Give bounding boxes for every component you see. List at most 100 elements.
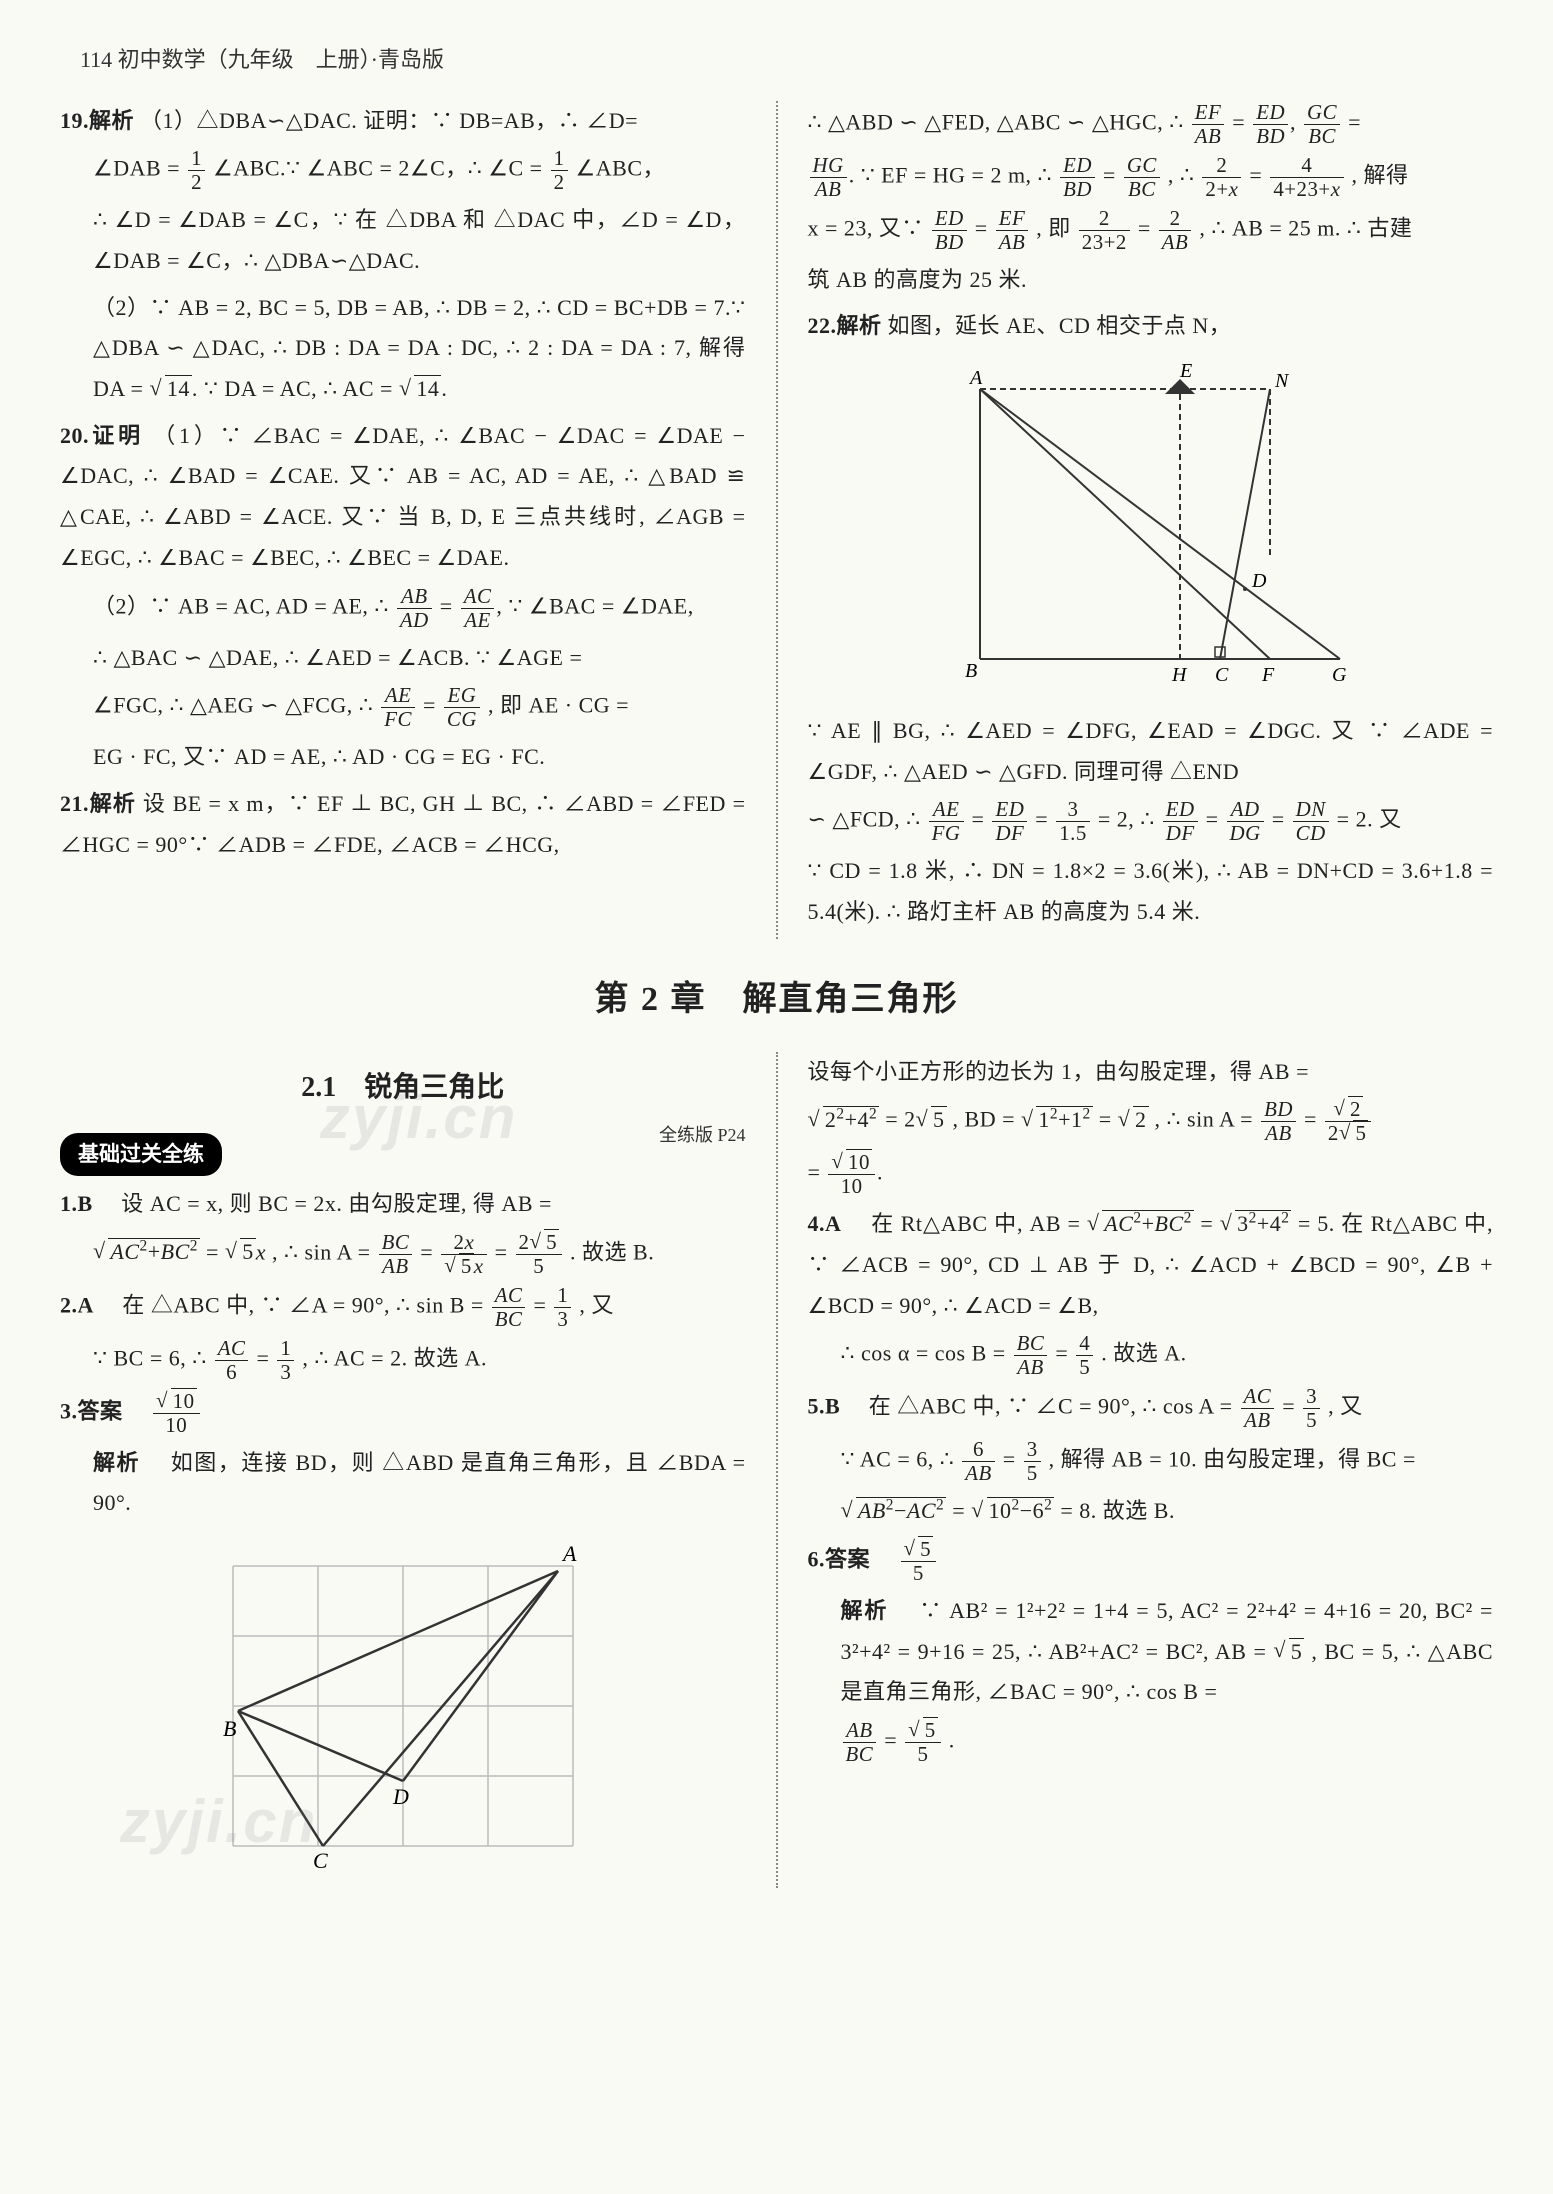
q19: 19.解析 （1）△DBA∽△DAC. 证明：∵ DB=AB，∴ ∠D= [60, 101, 746, 142]
q1a: 设 AC = x, 则 BC = 2x. 由勾股定理, 得 AB = [121, 1191, 552, 1216]
t: , ∴ AB = 25 m. ∴ 古建 [1199, 215, 1412, 240]
f-v2-2v5: 225 [1325, 1098, 1372, 1145]
f-ac-ab3: ACAB [1241, 1385, 1275, 1432]
q6: 6.答案 55 [808, 1538, 1494, 1585]
t: , 又 [1328, 1394, 1363, 1419]
t: 如图，连接 BD，则 △ABD 是直角三角形，且 ∠BDA = 90°. [93, 1450, 745, 1516]
vertical-divider-top [776, 101, 778, 939]
t: ∠ABC， [576, 156, 665, 181]
t: ∠FGC, ∴ △AEG ∽ △FCG, ∴ [93, 693, 373, 718]
frac-half2: 12 [551, 147, 568, 194]
f-ac-bc: ACBC [492, 1284, 526, 1331]
q22-1: 如图，延长 AE、CD 相交于点 N， [888, 313, 1232, 338]
q4c: ∴ cos α = cos B = BCAB = 45 . 故选 A. [808, 1332, 1494, 1379]
f6: GCBC [1124, 154, 1160, 201]
r-p3: 筑 AB 的高度为 25 米. [808, 260, 1494, 301]
t: （2）∵ AB = AC, AD = AE, ∴ [93, 593, 389, 618]
q22-4: ∵ CD = 1.8 米, ∴ DN = 1.8×2 = 3.6(米), ∴ A… [808, 851, 1494, 932]
frac-ac-ae: ACAE [461, 585, 495, 632]
q22-2: ∵ AE ∥ BG, ∴ ∠AED = ∠DFG, ∠EAD = ∠DGC. 又… [808, 711, 1494, 792]
t: , ∴ sin A = [272, 1239, 371, 1264]
top-columns: 19.解析 （1）△DBA∽△DAC. 证明：∵ DB=AB，∴ ∠D= ∠DA… [60, 101, 1493, 939]
f-6-ab: 6AB [962, 1438, 995, 1485]
q3-expl: 解析 如图，连接 BD，则 △ABD 是直角三角形，且 ∠BDA = 90°. [60, 1443, 746, 1524]
q6-expl-label: 解析 [841, 1598, 889, 1623]
frac-ae-fc: AEFC [381, 684, 415, 731]
br-p1: 设每个小正方形的边长为 1，由勾股定理，得 AB = [808, 1052, 1494, 1093]
q20-2a: （2）∵ AB = AC, AD = AE, ∴ ABAD = ACAE, ∵ … [60, 585, 746, 632]
q4-label: 4.A [808, 1211, 842, 1236]
s3: 12+12 [1021, 1100, 1093, 1141]
f13: AEFG [929, 798, 964, 845]
f-4-5: 45 [1076, 1332, 1093, 1379]
t: , BD = [953, 1107, 1015, 1132]
t: ∴ △ABD ∽ △FED, △ABC ∽ △HGC, ∴ [808, 109, 1184, 134]
top-left-col: 19.解析 （1）△DBA∽△DAC. 证明：∵ DB=AB，∴ ∠D= ∠DA… [60, 101, 746, 939]
q21-label: 21.解析 [60, 791, 136, 816]
t: ∵ ∠BAC = ∠DAE, [508, 593, 693, 618]
t: ∵ AC = 6, ∴ [841, 1447, 955, 1472]
t: , ∴ [1168, 162, 1195, 187]
t: . 故选 B. [570, 1239, 654, 1264]
q5-label: 5.B [808, 1394, 841, 1419]
frac-eg-cg: EGCG [444, 684, 480, 731]
f8: 44+23+x [1270, 154, 1343, 201]
q21: 21.解析 设 BE = x m，∵ EF ⊥ BC, GH ⊥ BC, ∴ ∠… [60, 784, 746, 865]
t: ∴ cos α = cos B = [841, 1341, 1006, 1366]
t: x = 23, 又∵ [808, 215, 924, 240]
s9: 5 [1273, 1632, 1304, 1673]
q19-label: 19.解析 [60, 108, 134, 133]
section-title: 2.1 锐角三角比 [60, 1062, 746, 1114]
s7: AB2−AC2 [841, 1491, 947, 1532]
q5e: AB2−AC2 = 102−62 = 8. 故选 B. [808, 1491, 1494, 1532]
q1b: AC2+BC2 = 5x , ∴ sin A = BCAB = 2x5x = 2… [60, 1231, 746, 1278]
svg-text:G: G [1332, 664, 1347, 686]
sqrt5x: 5 [225, 1232, 256, 1273]
r-p1b: HGAB. ∵ EF = HG = 2 m, ∴ EDBD = GCBC , ∴… [808, 154, 1494, 201]
br-p1b: 22+42 = 25 , BD = 12+12 = 2 , ∴ sin A = … [808, 1098, 1494, 1145]
f-1-3b: 13 [277, 1337, 294, 1384]
f-3-5: 35 [1303, 1385, 1320, 1432]
t: , 解得 [1352, 162, 1409, 187]
vertical-divider-bottom [776, 1052, 778, 1889]
q20-2d: ∠FGC, ∴ △AEG ∽ △FCG, ∴ AEFC = EGCG , 即 A… [60, 684, 746, 731]
frac-half1: 12 [188, 147, 205, 194]
q6-frac: ABBC = 55 . [808, 1719, 1494, 1766]
t: ∠DAB = [93, 156, 180, 181]
f12: 2AB [1159, 207, 1192, 254]
svg-text:C: C [313, 1848, 328, 1873]
sqrt-q1: AC2+BC2 [93, 1232, 200, 1273]
t: . 故选 A. [1101, 1341, 1186, 1366]
f3: GCBC [1304, 101, 1340, 148]
f11: 223+2 [1079, 207, 1130, 254]
s8: 102−62 [971, 1491, 1054, 1532]
sqrt14b: 14 [399, 369, 441, 410]
f16: EDDF [1163, 798, 1198, 845]
q1-label: 1.B [60, 1191, 93, 1216]
f17: ADDG [1227, 798, 1264, 845]
svg-text:C: C [1215, 664, 1229, 686]
q22: 22.解析 如图，延长 AE、CD 相交于点 N， [808, 306, 1494, 347]
q5c: ∵ AC = 6, ∴ 6AB = 35 , 解得 AB = 10. 由勾股定理… [808, 1438, 1494, 1485]
bottom-left-col: 2.1 锐角三角比 zyji.cn 基础过关全练 全练版 P24 1.B 设 A… [60, 1052, 746, 1889]
f-1-3: 13 [554, 1284, 571, 1331]
t: ∽ △FCD, ∴ [808, 807, 921, 832]
svg-text:D: D [392, 1784, 409, 1809]
f5: EDBD [1060, 154, 1095, 201]
f4: HGAB [810, 154, 847, 201]
f7: 22+x [1202, 154, 1241, 201]
q19-2: ∴ ∠D = ∠DAB = ∠C，∵ 在 △DBA 和 △DAC 中，∠D = … [60, 200, 746, 281]
f-v5-5: 55 [901, 1538, 937, 1585]
br-p2: = 1010. [808, 1151, 1494, 1198]
f-v5-5b: 55 [905, 1719, 941, 1766]
svg-text:A: A [968, 367, 983, 389]
svg-text:N: N [1274, 370, 1290, 392]
f-ac-6: AC6 [215, 1337, 249, 1384]
q3: 3.答案 1010 [60, 1390, 746, 1437]
t: ∵ DA = AC, ∴ AC = [204, 376, 393, 401]
t: ∵ EF = HG = 2 m, ∴ [861, 162, 1052, 187]
t: , 即 AE · CG = [488, 693, 629, 718]
grid-wrap: A B C D zyji.cn [60, 1536, 746, 1876]
q21-1: 设 BE = x m，∵ EF ⊥ BC, GH ⊥ BC, ∴ ∠ABD = … [60, 791, 746, 857]
f14: EDDF [992, 798, 1027, 845]
